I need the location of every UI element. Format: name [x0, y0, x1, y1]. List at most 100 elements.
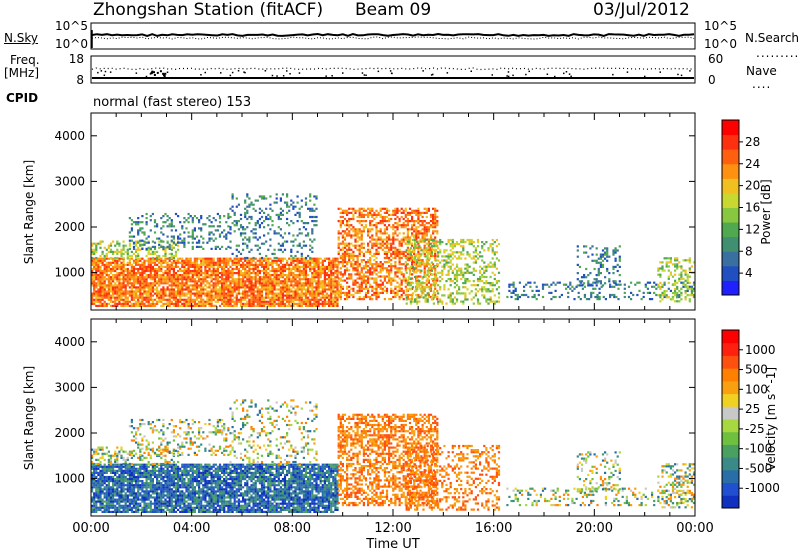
echo-cell [371, 209, 374, 212]
echo-cell [200, 229, 203, 232]
echo-cell [325, 272, 329, 275]
echo-cell [453, 243, 456, 246]
echo-cell [93, 265, 96, 268]
echo-cell [221, 278, 224, 281]
echo-cell [93, 248, 96, 251]
echo-cell [187, 212, 190, 216]
echo-cell [350, 287, 353, 290]
echo-cell [271, 286, 274, 289]
echo-cell [388, 298, 391, 301]
echo-cell [237, 284, 240, 287]
echo-cell [151, 300, 154, 303]
echo-cell [369, 240, 372, 243]
echo-cell [233, 257, 236, 260]
echo-cell [396, 238, 399, 241]
echo-cell [227, 272, 230, 275]
echo-cell [279, 294, 282, 297]
echo-cell [200, 304, 203, 307]
echo-cell [354, 281, 357, 284]
echo-cell [437, 263, 440, 266]
echo-cell [156, 290, 159, 293]
echo-cell [147, 267, 150, 271]
echo-cell [392, 224, 395, 227]
echo-cell [160, 259, 163, 262]
echo-cell [170, 261, 173, 264]
echo-cell [371, 265, 374, 268]
nave-dot [156, 71, 159, 74]
echo-cell [330, 276, 333, 279]
nave-dot [103, 74, 106, 76]
echo-cell [168, 256, 171, 260]
echo-cell [281, 244, 284, 247]
echo-cell [95, 261, 98, 264]
echo-cell [375, 285, 378, 288]
echo-cell [577, 291, 580, 294]
echo-cell [311, 265, 314, 268]
echo-cell [275, 302, 278, 305]
echo-cell [402, 226, 405, 229]
echo-cell [432, 263, 435, 266]
echo-cell [437, 251, 440, 254]
echo-cell [109, 304, 113, 307]
echo-cell [162, 272, 165, 275]
echo-cell [296, 298, 299, 301]
echo-cell [177, 237, 180, 240]
echo-cell [339, 295, 342, 299]
echo-cell [229, 246, 232, 249]
echo-cell [343, 250, 347, 253]
echo-cell [489, 245, 492, 248]
echo-cell [250, 298, 253, 301]
echo-cell [337, 283, 340, 286]
echo-cell [449, 296, 452, 299]
echo-cell [407, 284, 410, 287]
echo-cell [156, 256, 159, 260]
echo-cell [206, 276, 209, 279]
echo-cell [103, 280, 106, 283]
echo-cell [130, 288, 133, 291]
echo-cell [394, 273, 397, 276]
echo-cell [362, 207, 365, 210]
echo-cell [275, 213, 278, 216]
echo-cell [233, 259, 236, 262]
echo-cell [239, 232, 243, 235]
echo-cell [319, 261, 322, 264]
echo-cell [130, 265, 133, 268]
echo-cell [358, 283, 361, 286]
echo-cell [156, 294, 159, 297]
echo-cell [187, 267, 190, 271]
echo-cell [158, 292, 161, 295]
echo-cell [423, 226, 426, 229]
echo-cell [313, 286, 316, 289]
echo-cell [166, 300, 169, 303]
echo-cell [239, 226, 243, 229]
echo-cell [341, 265, 344, 268]
echo-cell [434, 291, 437, 294]
echo-cell [400, 295, 403, 299]
echo-cell [195, 298, 199, 301]
echo-cell [373, 213, 376, 216]
echo-cell [254, 228, 257, 231]
echo-cell [427, 246, 430, 249]
echo-cell [455, 243, 459, 246]
echo-cell [390, 254, 393, 258]
echo-cell [434, 271, 437, 274]
echo-cell [425, 283, 428, 286]
echo-cell [596, 295, 599, 299]
echo-cell [436, 224, 439, 227]
echo-cell [319, 302, 322, 305]
echo-cell [265, 290, 268, 293]
echo-cell [130, 290, 133, 293]
echo-cell [214, 300, 217, 303]
echo-cell [160, 231, 163, 234]
echo-cell [296, 282, 299, 285]
echo-cell [233, 261, 236, 264]
echo-cell [406, 228, 409, 231]
echo-cell [381, 265, 384, 268]
echo-cell [485, 282, 488, 285]
echo-cell [237, 261, 240, 264]
echo-cell [425, 230, 428, 233]
echo-cell [304, 294, 308, 297]
echo-cell [339, 226, 342, 229]
echo-cell [135, 240, 138, 243]
echo-cell [130, 274, 133, 277]
